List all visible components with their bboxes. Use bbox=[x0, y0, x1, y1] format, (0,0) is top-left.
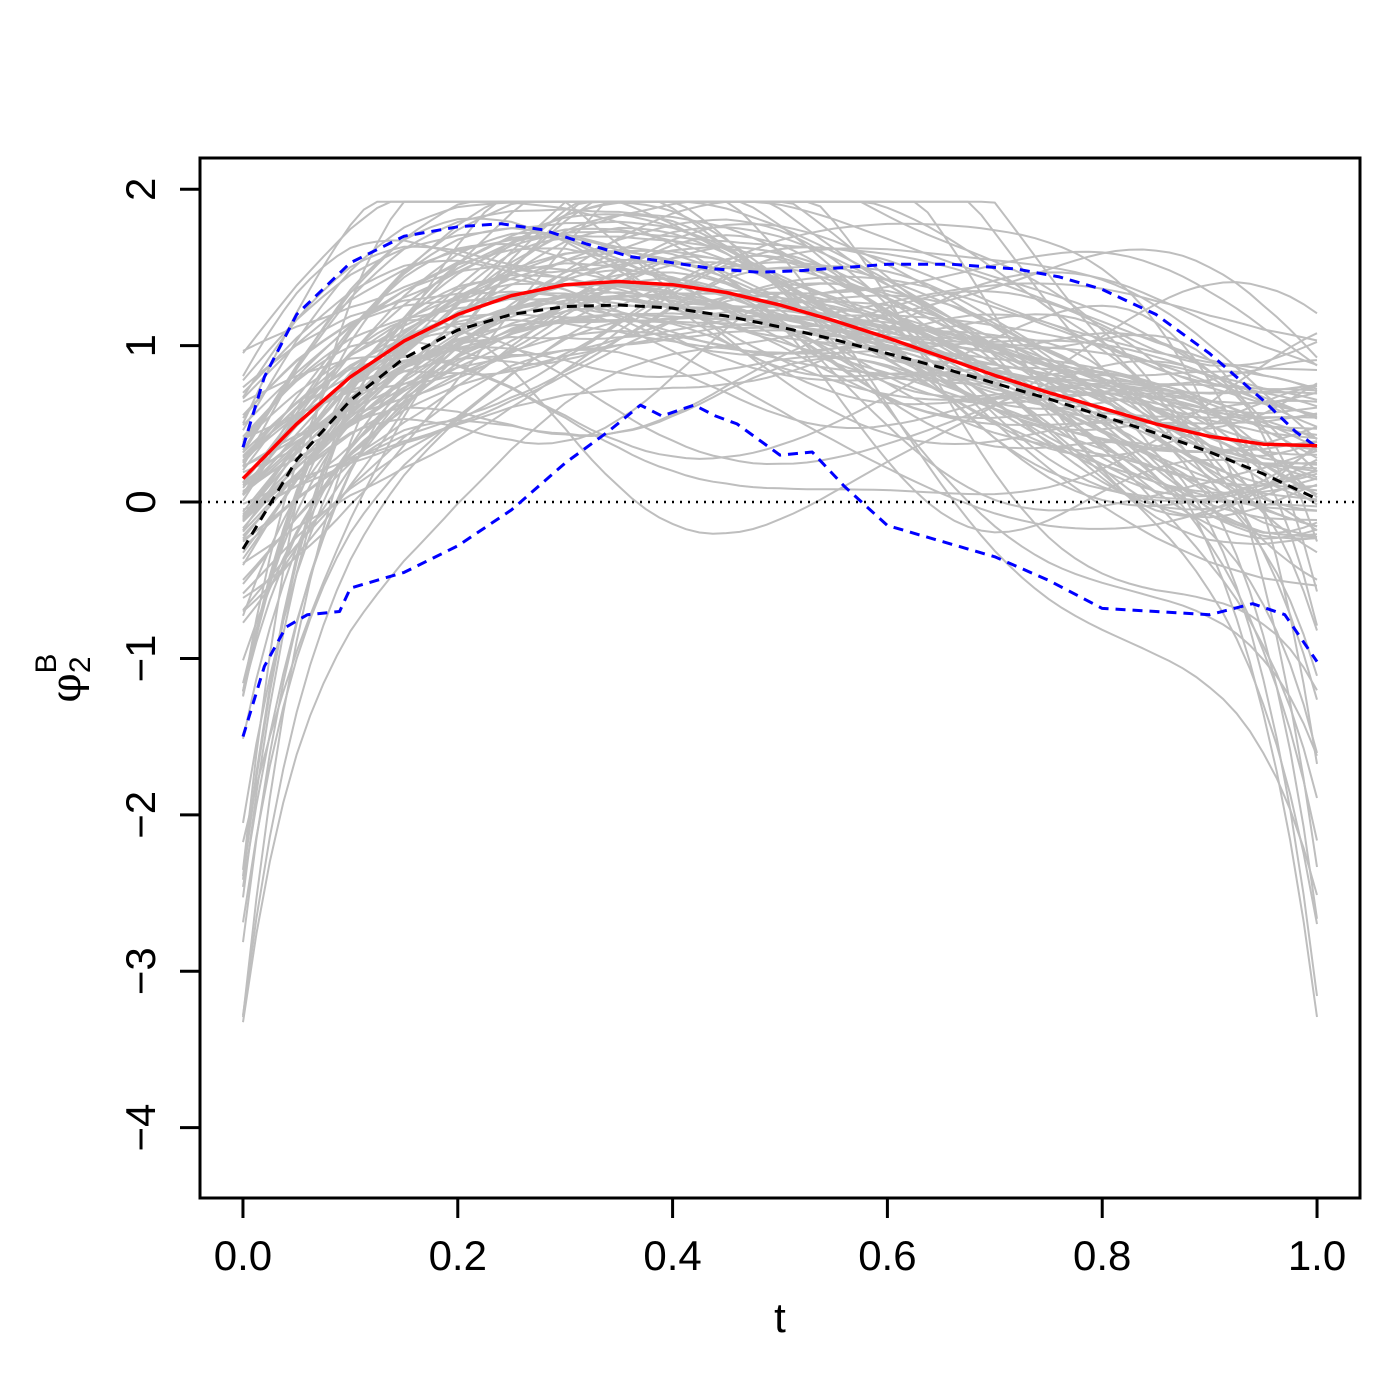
bootstrap-curve bbox=[242, 346, 1318, 495]
bootstrap-curve bbox=[242, 267, 1318, 499]
bootstrap-curve bbox=[242, 348, 1318, 611]
bootstrap-curve bbox=[242, 248, 1318, 519]
bootstrap-curve bbox=[242, 271, 1318, 515]
x-tick-label: 0.6 bbox=[858, 1232, 916, 1279]
y-axis-title: φ2B bbox=[30, 653, 97, 702]
bootstrap-curve bbox=[242, 259, 1318, 394]
bootstrap-curve bbox=[242, 242, 1318, 495]
estimate-line bbox=[241, 279, 1318, 480]
svg-text:φ2B: φ2B bbox=[30, 653, 97, 702]
bootstrap-curve bbox=[242, 312, 1318, 531]
y-tick-label: −3 bbox=[117, 947, 164, 995]
x-axis: 0.0 0.2 0.4 0.6 0.8 1.0 bbox=[214, 1196, 1346, 1279]
bootstrap-curve bbox=[242, 245, 1318, 466]
bootstrap-curve bbox=[242, 208, 1318, 508]
bootstrap-curve bbox=[242, 222, 1318, 868]
bootstrap-curve bbox=[242, 201, 1318, 479]
x-tick-label: 0.0 bbox=[214, 1232, 272, 1279]
y-tick-label: −2 bbox=[117, 791, 164, 839]
bootstrap-curve bbox=[242, 314, 1318, 692]
y-tick-label: −1 bbox=[117, 635, 164, 683]
bootstrap-curve bbox=[242, 329, 1318, 522]
lower-band-line bbox=[241, 403, 1319, 738]
bootstrap-curve bbox=[242, 226, 1318, 617]
bootstrap-curve bbox=[242, 223, 1318, 543]
bootstrap-curve bbox=[242, 245, 1318, 925]
x-axis-title: t bbox=[774, 1294, 786, 1341]
truth-line bbox=[241, 303, 1318, 550]
y-axis-title-subscript: 2 bbox=[64, 656, 97, 673]
y-tick-label: −4 bbox=[117, 1104, 164, 1152]
upper-band-line bbox=[241, 222, 1318, 449]
y-tick-label: 2 bbox=[117, 178, 164, 201]
bootstrap-curve bbox=[242, 246, 1318, 564]
x-tick-label: 0.4 bbox=[643, 1232, 701, 1279]
bootstrap-curve bbox=[242, 200, 1318, 540]
bootstrap-curve bbox=[242, 239, 1318, 534]
x-tick-label: 0.2 bbox=[429, 1232, 487, 1279]
bootstrap-curve bbox=[242, 247, 1318, 549]
y-axis-title-symbol: φ bbox=[41, 673, 90, 702]
y-axis-title-superscript: B bbox=[30, 653, 63, 673]
x-tick-label: 0.8 bbox=[1073, 1232, 1131, 1279]
bootstrap-curve bbox=[242, 281, 1318, 535]
bootstrap-curve bbox=[242, 275, 1318, 505]
y-axis: 2 1 0 −1 −2 −3 −4 bbox=[117, 178, 202, 1152]
bootstrap-curve bbox=[242, 245, 1318, 740]
bootstrap-curve bbox=[242, 330, 1318, 880]
y-tick-label: 0 bbox=[117, 490, 164, 513]
bootstrap-curve bbox=[242, 268, 1318, 541]
bootstrap-curve bbox=[242, 282, 1318, 457]
y-tick-label: 1 bbox=[117, 334, 164, 357]
x-tick-label: 1.0 bbox=[1288, 1232, 1346, 1279]
series-lines bbox=[200, 222, 1360, 738]
bootstrap-curves bbox=[242, 200, 1318, 1023]
